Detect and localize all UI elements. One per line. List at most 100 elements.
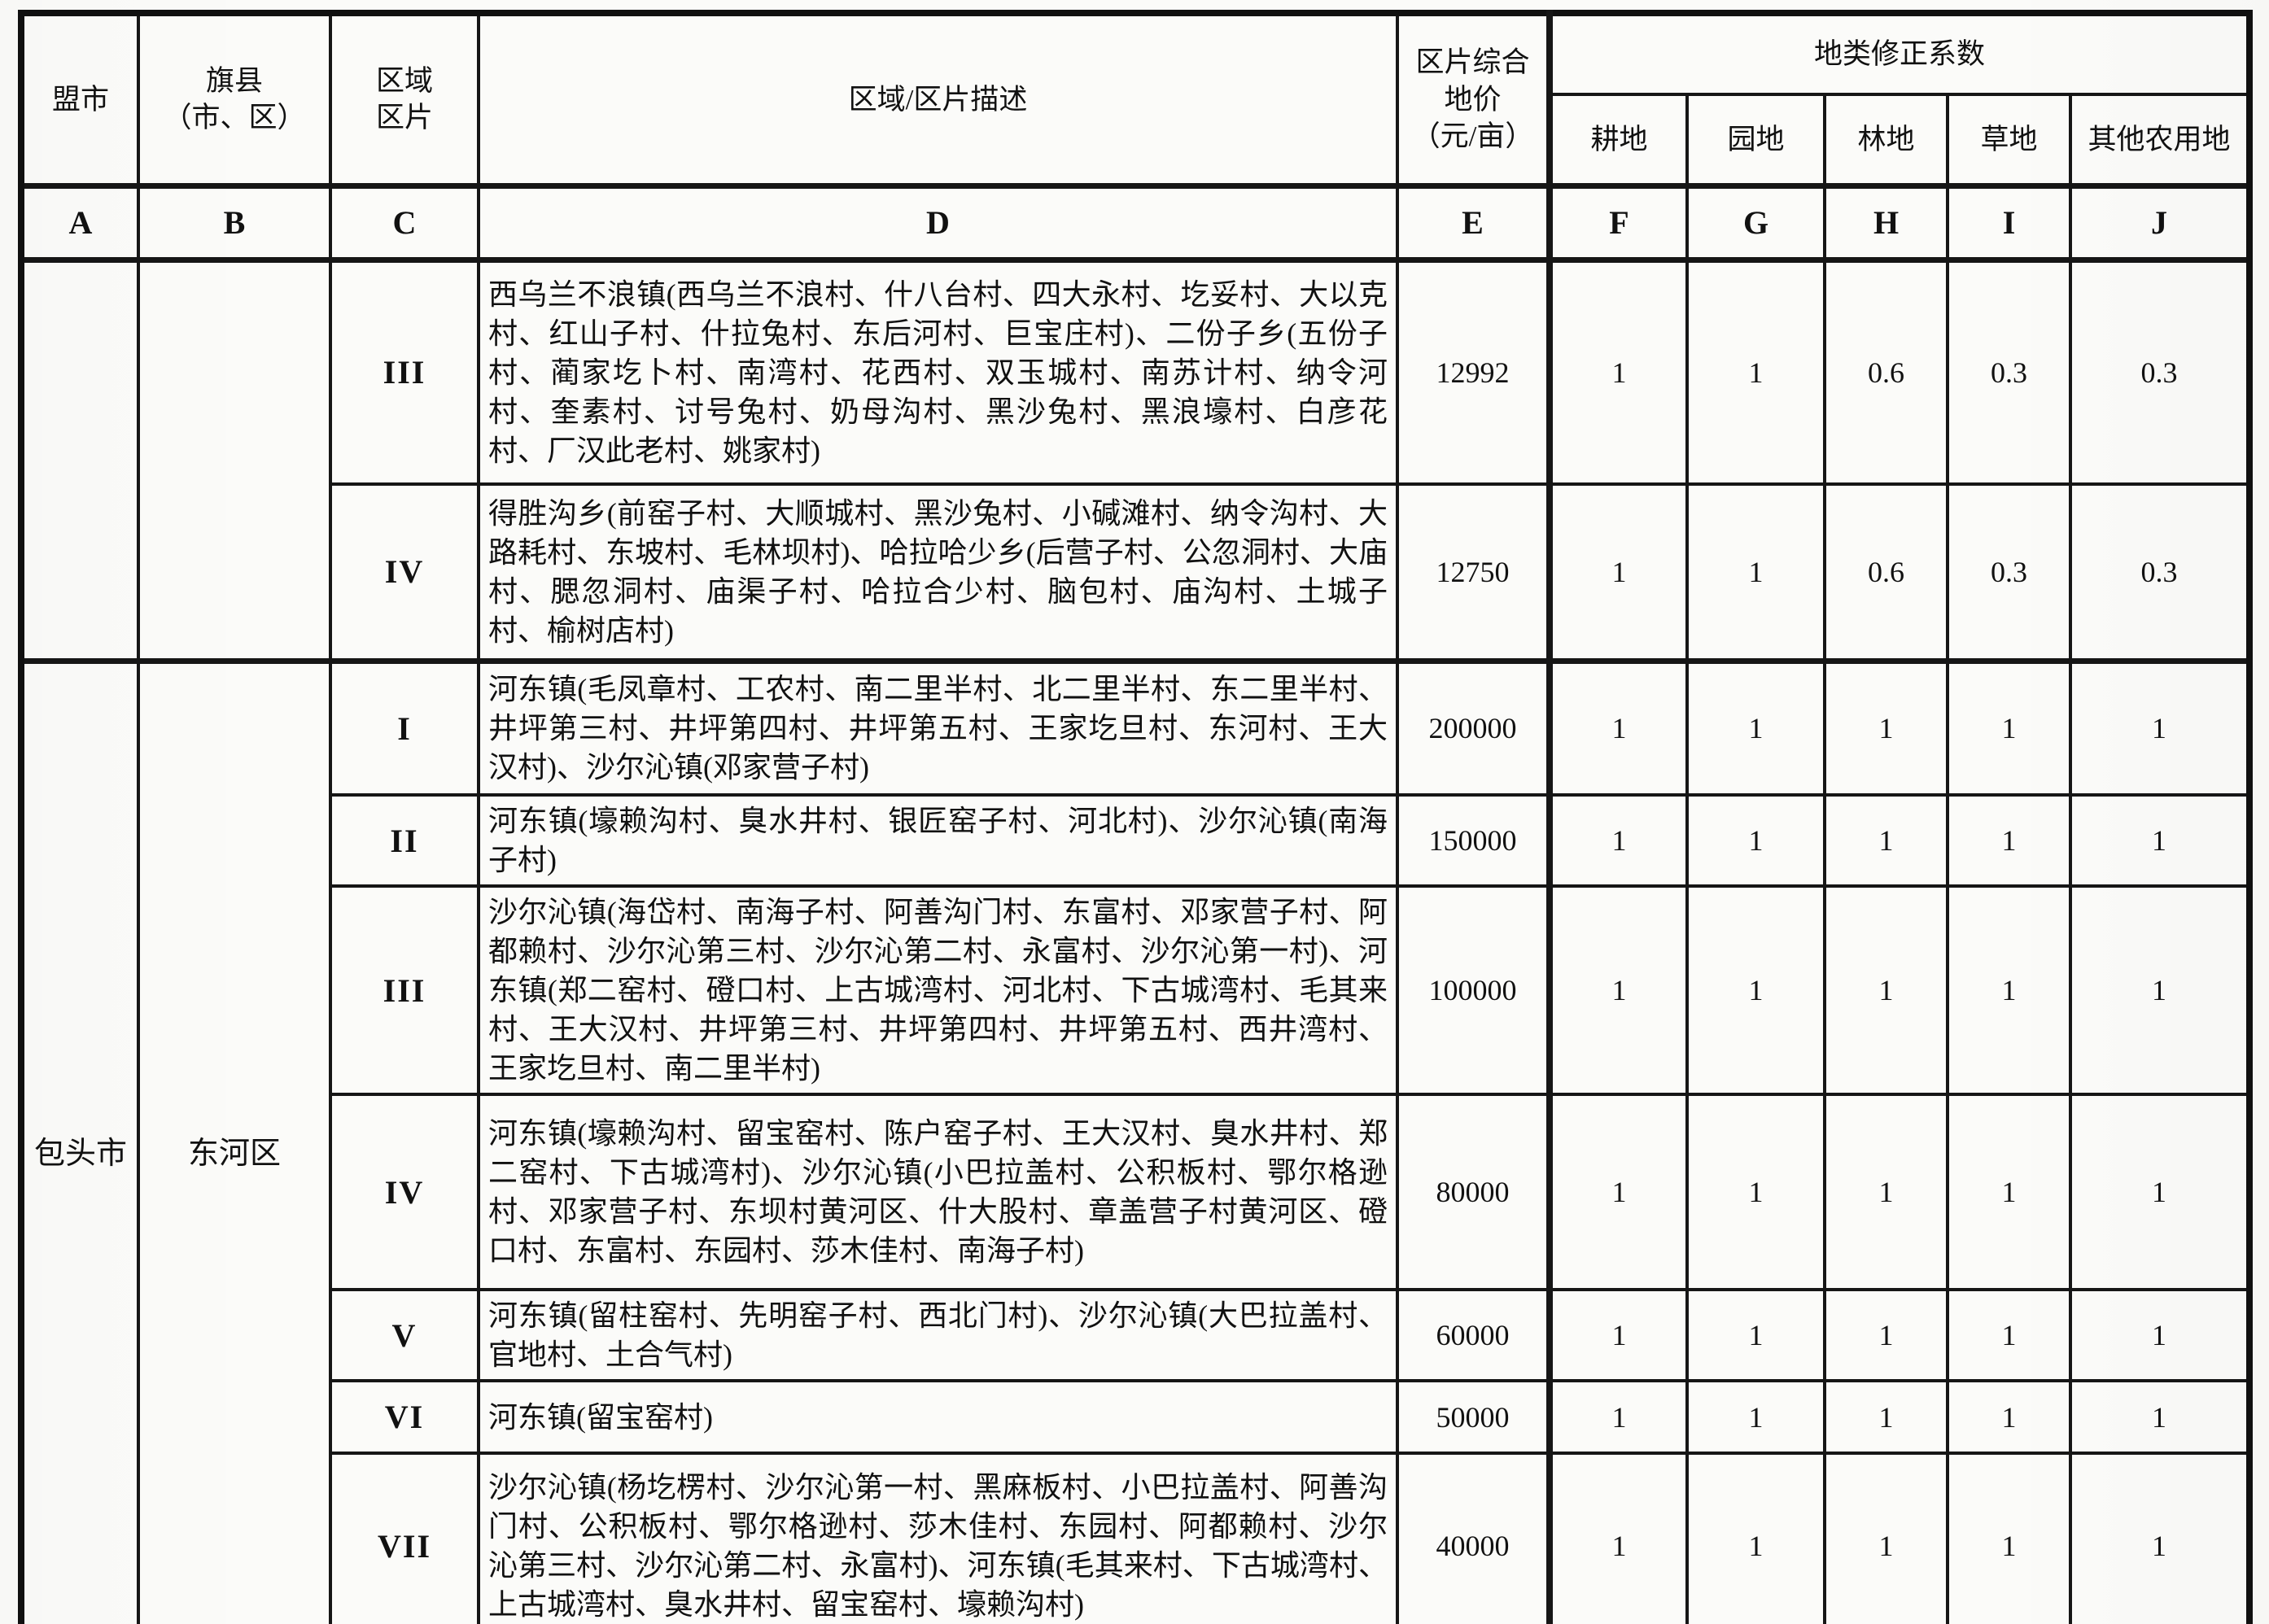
- header-landtype-garden: 园地: [1685, 93, 1826, 187]
- column-letter: J: [2068, 182, 2252, 263]
- header-row-landtypes: 耕地 园地 林地 草地 其他农用地: [21, 93, 2252, 187]
- column-letter: B: [137, 182, 332, 263]
- header-banner-county: 旗县 （市、区）: [137, 11, 332, 187]
- coefficient-cell: 1: [1946, 659, 2072, 797]
- description-cell: 河东镇(壕赖沟村、留宝窑村、陈户窑子村、王大汉村、臭水井村、郑二窑村、下古城湾村…: [477, 1093, 1399, 1291]
- table-row: VI 河东镇(留宝窑村) 50000 1 1 1 1 1: [21, 1379, 2252, 1455]
- header-landtype-cultivated: 耕地: [1546, 93, 1689, 187]
- column-letter: H: [1823, 182, 1949, 263]
- header-zone: 区域 区片: [329, 11, 480, 187]
- header-row-main: 盟市 旗县 （市、区） 区域 区片 区域/区片描述 区片综合 地价 （元/亩） …: [20, 11, 2252, 187]
- header-league-city: 盟市: [20, 11, 140, 187]
- coefficient-cell: 1: [1685, 793, 1826, 888]
- zone-cell: III: [329, 884, 480, 1096]
- header-description: 区域/区片描述: [477, 11, 1399, 187]
- coefficient-cell: 1: [1946, 1093, 2072, 1291]
- description-cell: 得胜沟乡(前窑子村、大顺城村、黑沙兔村、小碱滩村、纳令沟村、大路耗村、东坡村、毛…: [477, 482, 1399, 664]
- table-row: III 沙尔沁镇(海岱村、南海子村、阿善沟门村、东富村、邓家营子村、阿都赖村、沙尔…: [21, 884, 2252, 1096]
- coefficient-cell: 1: [1823, 884, 1949, 1096]
- table-row: II 河东镇(壕赖沟村、臭水井村、银匠窑子村、河北村)、沙尔沁镇(南海子村) 150…: [21, 793, 2252, 888]
- coefficient-cell: 1: [1546, 659, 1689, 797]
- header-price: 区片综合 地价 （元/亩）: [1396, 11, 1551, 187]
- coefficient-cell: 1: [1546, 1288, 1689, 1382]
- price-cell: 40000: [1396, 1452, 1551, 1624]
- land-price-table: 盟市 旗县 （市、区） 区域 区片 区域/区片描述 区片综合 地价 （元/亩） …: [18, 10, 2254, 1624]
- coefficient-cell: 1: [1823, 793, 1949, 888]
- description-cell: 河东镇(留柱窑村、先明窑子村、西北门村)、沙尔沁镇(大巴拉盖村、官地村、土合气村…: [477, 1288, 1399, 1382]
- table-row: IV 得胜沟乡(前窑子村、大顺城村、黑沙兔村、小碱滩村、纳令沟村、大路耗村、东坡村…: [21, 482, 2252, 664]
- city-cell: [20, 258, 140, 664]
- price-cell: 80000: [1396, 1093, 1551, 1291]
- column-letter: C: [329, 182, 480, 263]
- county-cell: 东河区: [137, 659, 332, 1624]
- coefficient-cell: 1: [2068, 1288, 2252, 1382]
- description-cell: 西乌兰不浪镇(西乌兰不浪村、什八台村、四大永村、圪妥村、大以克村、红山子村、什拉…: [477, 258, 1399, 486]
- coefficient-cell: 0.3: [2068, 482, 2252, 664]
- coefficient-cell: 1: [1685, 884, 1826, 1096]
- column-letter: D: [477, 182, 1399, 263]
- price-cell: 12750: [1396, 482, 1551, 664]
- column-letter: I: [1946, 182, 2072, 263]
- zone-cell: II: [329, 793, 480, 888]
- table-header: 盟市 旗县 （市、区） 区域 区片 区域/区片描述 区片综合 地价 （元/亩） …: [20, 11, 2252, 263]
- coefficient-cell: 1: [1946, 1288, 2072, 1382]
- description-cell: 河东镇(毛凤章村、工农村、南二里半村、北二里半村、东二里半村、井坪第三村、井坪第…: [477, 659, 1399, 797]
- table-row: 包头市 东河区 I 河东镇(毛凤章村、工农村、南二里半村、北二里半村、东二里半村、井坪…: [20, 659, 2252, 1624]
- price-cell: 12992: [1396, 258, 1551, 486]
- column-letter: E: [1396, 182, 1551, 263]
- zone-cell: VI: [329, 1379, 480, 1455]
- coefficient-cell: 1: [1546, 482, 1689, 664]
- coefficient-cell: 1: [1685, 258, 1826, 486]
- coefficient-cell: 1: [1946, 884, 2072, 1096]
- description-cell: 沙尔沁镇(杨圪楞村、沙尔沁第一村、黑麻板村、小巴拉盖村、阿善沟门村、公积板村、鄂…: [477, 1452, 1399, 1624]
- coefficient-cell: 1: [1946, 1379, 2072, 1455]
- price-cell: 100000: [1396, 884, 1551, 1096]
- coefficient-cell: 1: [1946, 793, 2072, 888]
- table-row: VII 沙尔沁镇(杨圪楞村、沙尔沁第一村、黑麻板村、小巴拉盖村、阿善沟门村、公积板…: [21, 1452, 2252, 1624]
- coefficient-cell: 1: [1685, 659, 1826, 797]
- price-cell: 200000: [1396, 659, 1551, 797]
- coefficient-cell: 1: [1546, 884, 1689, 1096]
- header-row-letters: A B C D E F G H I J: [20, 182, 2252, 263]
- price-cell: 60000: [1396, 1288, 1551, 1382]
- coefficient-cell: 0.6: [1823, 258, 1949, 486]
- column-letter: A: [20, 182, 140, 263]
- coefficient-cell: 1: [1546, 1093, 1689, 1291]
- coefficient-cell: 1: [2068, 1452, 2252, 1624]
- county-cell: [137, 258, 332, 664]
- column-letter: G: [1685, 182, 1826, 263]
- coefficient-cell: 1: [1546, 1379, 1689, 1455]
- zone-cell: IV: [329, 1093, 480, 1291]
- coefficient-cell: 1: [1685, 1288, 1826, 1382]
- coefficient-cell: 1: [1823, 1093, 1949, 1291]
- coefficient-cell: 0.3: [1946, 482, 2072, 664]
- coefficient-cell: 0.3: [2068, 258, 2252, 486]
- column-letter: F: [1546, 182, 1689, 263]
- coefficient-cell: 1: [1946, 1452, 2072, 1624]
- coefficient-cell: 1: [1823, 1379, 1949, 1455]
- coefficient-cell: 1: [1546, 793, 1689, 888]
- coefficient-cell: 1: [1685, 1452, 1826, 1624]
- coefficient-cell: 1: [2068, 659, 2252, 797]
- coefficient-cell: 1: [2068, 793, 2252, 888]
- coefficient-cell: 1: [2068, 884, 2252, 1096]
- header-landtype-forest: 林地: [1823, 93, 1949, 187]
- header-landtype-grass: 草地: [1946, 93, 2072, 187]
- coefficient-cell: 0.3: [1946, 258, 2072, 486]
- coefficient-cell: 1: [2068, 1093, 2252, 1291]
- coefficient-cell: 1: [1546, 1452, 1689, 1624]
- coefficient-cell: 1: [2068, 1379, 2252, 1455]
- zone-cell: III: [329, 258, 480, 486]
- description-cell: 河东镇(壕赖沟村、臭水井村、银匠窑子村、河北村)、沙尔沁镇(南海子村): [477, 793, 1399, 888]
- coefficient-cell: 1: [1685, 482, 1826, 664]
- coefficient-cell: 1: [1685, 1093, 1826, 1291]
- header-coefficient-group: 地类修正系数: [1545, 11, 2252, 96]
- table-row: III 西乌兰不浪镇(西乌兰不浪村、什八台村、四大永村、圪妥村、大以克村、红山子村…: [20, 258, 2252, 664]
- price-cell: 50000: [1396, 1379, 1551, 1455]
- coefficient-cell: 0.6: [1823, 482, 1949, 664]
- coefficient-cell: 1: [1823, 1288, 1949, 1382]
- coefficient-cell: 1: [1546, 258, 1689, 486]
- table-row: V 河东镇(留柱窑村、先明窑子村、西北门村)、沙尔沁镇(大巴拉盖村、官地村、土合气…: [21, 1288, 2252, 1382]
- price-cell: 150000: [1396, 793, 1551, 888]
